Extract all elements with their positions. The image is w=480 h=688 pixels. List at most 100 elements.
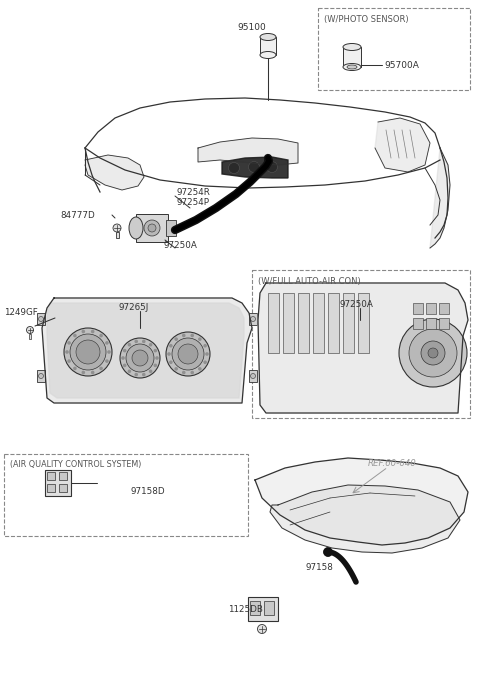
Circle shape — [113, 224, 121, 232]
Circle shape — [169, 361, 173, 364]
Bar — [166, 220, 176, 236]
Circle shape — [128, 343, 131, 347]
Bar — [59, 472, 67, 480]
Bar — [343, 47, 361, 67]
Circle shape — [198, 337, 202, 341]
Bar — [298, 293, 309, 353]
Circle shape — [409, 329, 457, 377]
Circle shape — [73, 334, 77, 337]
Circle shape — [421, 341, 445, 365]
Ellipse shape — [260, 52, 276, 58]
Bar — [283, 293, 294, 353]
Circle shape — [324, 548, 333, 557]
Polygon shape — [255, 458, 468, 545]
Circle shape — [249, 162, 260, 173]
Circle shape — [107, 350, 111, 354]
Polygon shape — [375, 118, 430, 172]
Bar — [252, 270, 470, 418]
Text: 97254R: 97254R — [176, 188, 210, 197]
Circle shape — [123, 349, 127, 352]
Circle shape — [82, 330, 85, 333]
Circle shape — [148, 224, 156, 232]
Polygon shape — [42, 298, 252, 403]
Text: 84777D: 84777D — [60, 211, 95, 219]
Text: 95100: 95100 — [238, 23, 266, 32]
Circle shape — [73, 367, 77, 370]
Bar — [260, 37, 276, 55]
Polygon shape — [258, 283, 468, 413]
Circle shape — [178, 344, 198, 364]
Polygon shape — [85, 155, 144, 190]
Bar — [426, 303, 436, 314]
Circle shape — [120, 338, 160, 378]
Bar — [45, 470, 71, 496]
Bar — [29, 334, 31, 338]
Bar — [116, 232, 119, 238]
Circle shape — [166, 332, 210, 376]
Circle shape — [204, 344, 207, 347]
Text: 1125DB: 1125DB — [228, 605, 263, 614]
Bar — [250, 601, 260, 615]
Circle shape — [149, 369, 152, 373]
Bar — [439, 303, 449, 314]
Bar — [37, 370, 45, 382]
Circle shape — [105, 359, 109, 363]
Circle shape — [70, 334, 106, 370]
Circle shape — [142, 340, 145, 343]
Ellipse shape — [343, 43, 361, 50]
Circle shape — [149, 343, 152, 347]
Bar — [4, 454, 248, 536]
Bar — [47, 484, 55, 492]
Circle shape — [191, 371, 194, 374]
Bar — [268, 293, 279, 353]
Text: (AIR QUALITY CONTROL SYSTEM): (AIR QUALITY CONTROL SYSTEM) — [10, 460, 142, 469]
Bar — [413, 303, 423, 314]
Text: (W/PHOTO SENSOR): (W/PHOTO SENSOR) — [324, 14, 408, 23]
Bar — [439, 318, 449, 329]
Polygon shape — [430, 148, 450, 248]
Bar — [249, 370, 257, 382]
Circle shape — [182, 334, 186, 337]
Ellipse shape — [260, 34, 276, 41]
Bar — [413, 318, 423, 329]
Polygon shape — [47, 303, 244, 398]
Bar — [136, 214, 168, 242]
Circle shape — [134, 340, 138, 343]
Text: 1249GF: 1249GF — [4, 308, 38, 316]
Circle shape — [67, 359, 71, 363]
Circle shape — [126, 344, 154, 372]
Circle shape — [121, 356, 125, 360]
Text: 95700A: 95700A — [384, 61, 419, 69]
Polygon shape — [270, 485, 460, 553]
Circle shape — [132, 350, 148, 366]
Circle shape — [154, 363, 157, 367]
Circle shape — [155, 356, 159, 360]
Bar — [313, 293, 324, 353]
Text: 97250A: 97250A — [163, 241, 197, 250]
Bar — [358, 293, 369, 353]
Text: 97158D: 97158D — [130, 488, 165, 497]
Circle shape — [65, 350, 69, 354]
Circle shape — [172, 338, 204, 370]
Circle shape — [99, 334, 103, 337]
Circle shape — [91, 371, 95, 374]
Bar — [343, 293, 354, 353]
Text: 97265J: 97265J — [118, 303, 148, 312]
Circle shape — [134, 373, 138, 376]
Circle shape — [38, 374, 44, 378]
Circle shape — [428, 348, 438, 358]
Bar — [248, 597, 278, 621]
Circle shape — [251, 374, 255, 378]
Bar — [249, 313, 257, 325]
Bar — [426, 318, 436, 329]
Bar — [37, 313, 45, 325]
Circle shape — [198, 367, 202, 371]
Bar — [328, 293, 339, 353]
Text: (W/FULL AUTO-AIR CON): (W/FULL AUTO-AIR CON) — [258, 277, 361, 286]
Circle shape — [182, 371, 186, 374]
Circle shape — [174, 367, 178, 371]
Polygon shape — [222, 157, 288, 178]
Circle shape — [67, 341, 71, 345]
Circle shape — [228, 162, 240, 173]
Circle shape — [91, 330, 95, 333]
